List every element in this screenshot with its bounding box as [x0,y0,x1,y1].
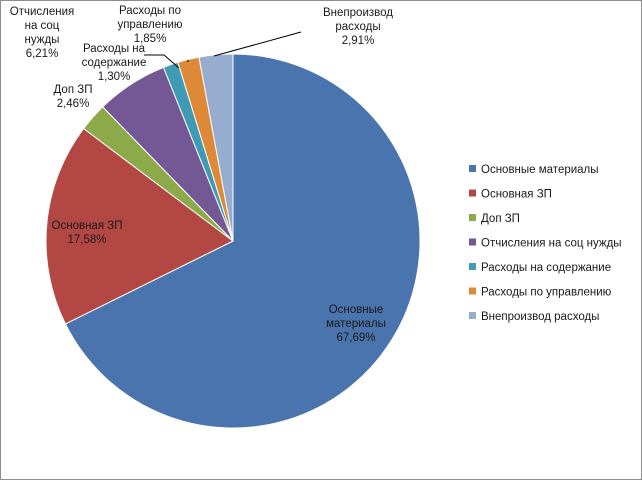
legend-item-расходы-на-содержание: Расходы на содержание [481,262,611,274]
pie-slice-основные-материалы [64,53,421,429]
pie-slice-внепроизвод-расходы [198,53,234,242]
data-labels: Основные материалы 67,69% Основная ЗП 17,58%… [10,5,394,344]
legend-swatch-внепроизвод-расходы [469,312,476,319]
legend-item-доп-зп: Доп ЗП [481,213,520,225]
leader-line-расходы-на-содержание [144,54,180,69]
data-label-расходы-по-управлению: Расходы по управлению 1,85% [117,5,182,45]
legend-item-основная-зп: Основная ЗП [481,189,552,201]
legend-swatch-отчисления-на-соц-нужды [469,238,476,246]
legend-swatch-основные-материалы [469,165,476,172]
data-label-основная-зп: Основная ЗП 17,58% [52,220,123,246]
legend-swatch-расходы-на-содержание [469,263,476,270]
data-label-доп-зп: Доп ЗП 2,46% [54,84,93,110]
legend-swatch-доп-зп [469,214,476,221]
data-label-основные-материалы: Основные материалы 67,69% [326,304,386,344]
data-label-внепроизвод-расходы: Внепроизвод расходы 2,91% [323,7,393,47]
data-label-расходы-на-содержание: Расходы на содержание 1,30% [82,43,147,83]
leader-lines [144,31,302,69]
legend: Основные материалы Основная ЗП Доп ЗП Отчис… [469,164,622,323]
pie-slices [45,53,421,429]
legend-swatch-основная-зп [469,189,476,197]
legend-item-отчисления-на-соц-нужды: Отчисления на соц нужды [481,238,622,250]
legend-swatch-расходы-по-управлению [469,287,476,295]
legend-item-внепроизвод-расходы: Внепроизвод расходы [481,311,599,323]
data-label-отчисления-на-соц-нужды: Отчисления на соц нужды 6,21% [10,6,75,60]
legend-item-основные-материалы: Основные материалы [481,164,599,176]
legend-item-расходы-по-управлению: Расходы по управлению [481,287,612,299]
leader-line-внепроизвод-расходы [213,31,302,57]
pie-slice-основная-зп [45,127,234,325]
